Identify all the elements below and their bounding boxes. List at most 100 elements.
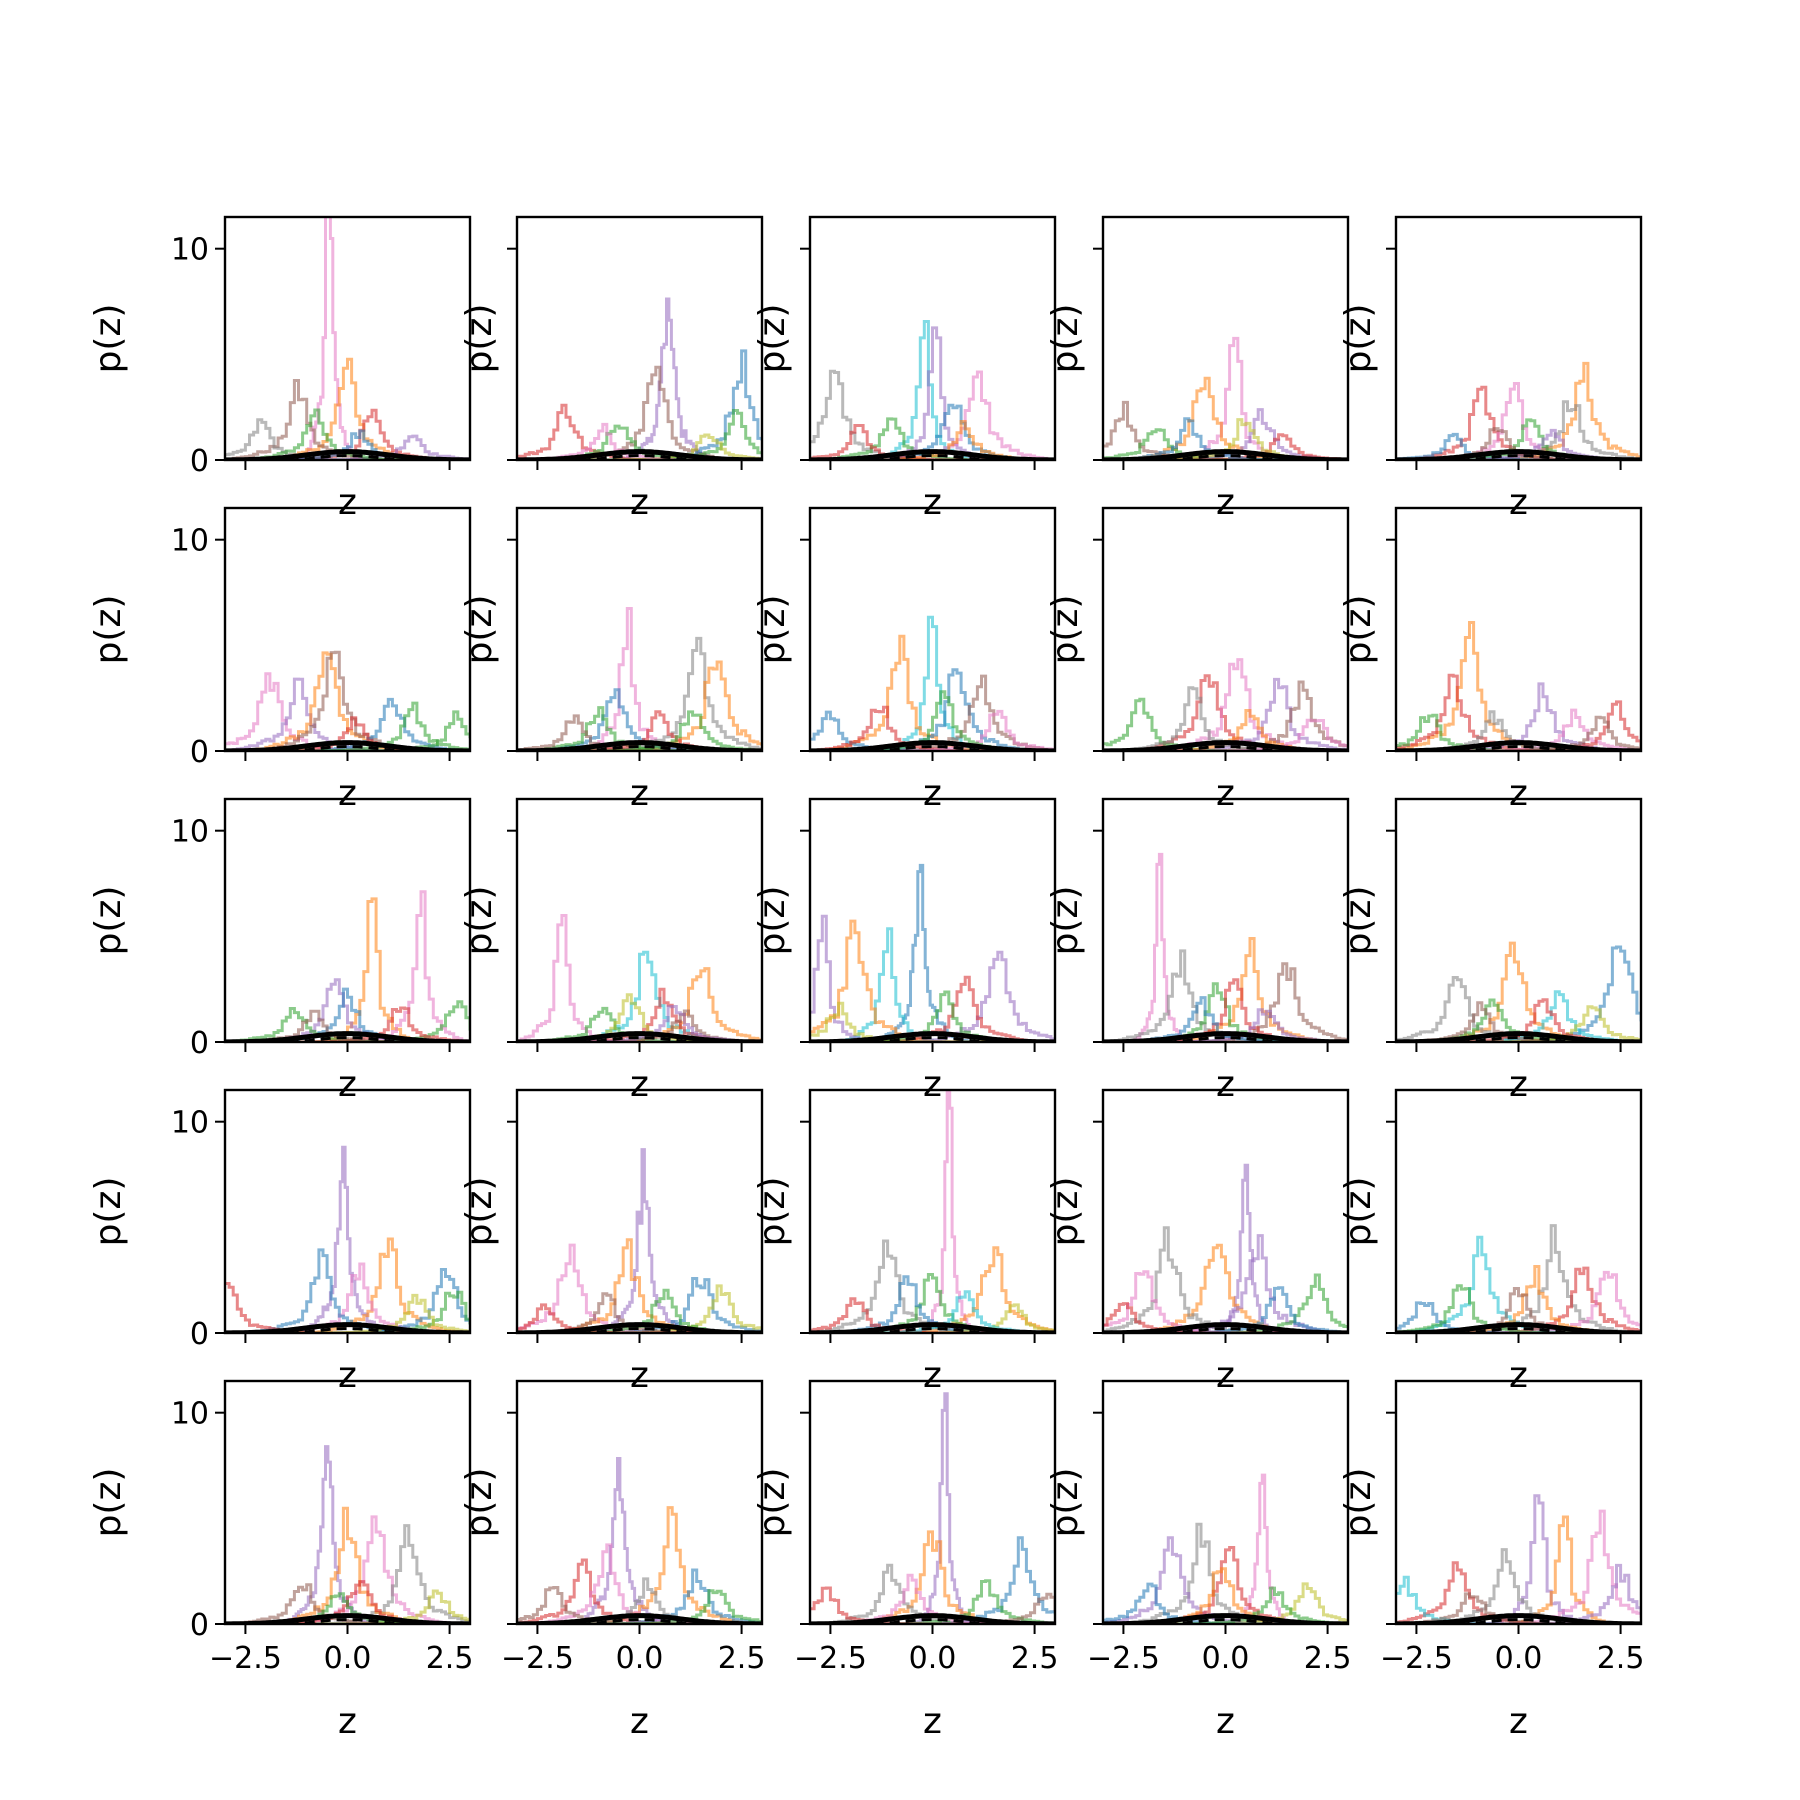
plot-area (225, 1445, 470, 1624)
histogram-trace (1103, 677, 1348, 751)
plot-area (225, 217, 470, 460)
histogram-trace (1103, 962, 1348, 1042)
x-tick-label: 0.0 (1202, 1641, 1250, 1676)
plot-area (1103, 1163, 1348, 1333)
x-axis-label: z (630, 1064, 649, 1105)
y-tick-label: 10 (171, 524, 209, 559)
subplot-r3-c5: z p(z) (1338, 797, 1643, 1105)
x-axis-label: z (630, 773, 649, 814)
x-axis-label: z (923, 1064, 942, 1105)
x-axis-label: z (338, 773, 357, 814)
axes-frame (808, 506, 1057, 753)
y-axis-label: p(z) (88, 595, 129, 665)
histogram-trace (1103, 658, 1348, 751)
plot-area (1103, 1473, 1348, 1624)
plot-area (517, 1457, 762, 1624)
plot-area (810, 1090, 1055, 1333)
histogram-trace (810, 1392, 1055, 1624)
y-axis-label: p(z) (459, 1468, 500, 1538)
x-axis-label: z (1216, 482, 1235, 523)
subplot-r4-c4: z p(z) (1045, 1088, 1350, 1396)
x-tick-label: 2.5 (1011, 1641, 1059, 1676)
y-axis-label: p(z) (88, 1177, 129, 1247)
x-tick-label: 0.0 (616, 1641, 664, 1676)
subplot-r1-c3: z p(z) (752, 215, 1057, 523)
histogram-trace (1396, 1509, 1641, 1624)
plot-area (810, 615, 1055, 751)
subplot-r3-c3: z p(z) (752, 797, 1057, 1105)
y-axis-label: p(z) (1338, 1177, 1379, 1247)
histogram-trace (1396, 1001, 1641, 1042)
axes-frame (223, 1379, 472, 1626)
plot-area (517, 297, 762, 460)
plot-area (225, 650, 470, 751)
y-axis-label: p(z) (752, 595, 793, 665)
y-tick-label: 10 (171, 1106, 209, 1141)
subplot-r5-c3: −2.5 0.0 2.5 z p(z) (752, 1379, 1059, 1742)
x-tick-label: −2.5 (1087, 1641, 1160, 1676)
y-axis-label: p(z) (752, 1177, 793, 1247)
histogram-trace (1396, 1224, 1641, 1333)
subplot-r3-c2: z p(z) (459, 797, 764, 1105)
x-axis-label: z (338, 1355, 357, 1396)
histogram-trace (517, 607, 762, 751)
histogram-trace (517, 1284, 762, 1333)
histogram-trace (810, 1090, 1055, 1333)
y-axis-label: p(z) (88, 886, 129, 956)
x-axis-label: z (923, 773, 942, 814)
subplot-r5-c5: −2.5 0.0 2.5 z p(z) (1338, 1379, 1644, 1742)
y-axis-label: p(z) (459, 1177, 500, 1247)
histogram-trace (517, 636, 762, 751)
x-axis-label: z (1216, 773, 1235, 814)
subplot-r1-c4: z p(z) (1045, 215, 1350, 523)
subplot-r3-c4: z p(z) (1045, 797, 1350, 1105)
subplot-r4-c1: 0 10 z p(z) (88, 1088, 472, 1396)
plot-area (810, 320, 1055, 460)
histogram-trace (810, 326, 1055, 460)
histogram-trace (517, 1543, 762, 1624)
x-tick-label: 0.0 (909, 1641, 957, 1676)
plot-area (517, 607, 762, 751)
plot-area (517, 914, 762, 1042)
x-axis-label: z (630, 1701, 649, 1742)
plot-area (1396, 621, 1641, 751)
y-tick-label: 10 (171, 1397, 209, 1432)
axes-frame (808, 1088, 1057, 1335)
subplot-r5-c2: −2.5 0.0 2.5 z p(z) (459, 1379, 765, 1742)
histogram-trace (1396, 1515, 1641, 1624)
subplot-r2-c5: z p(z) (1338, 506, 1643, 814)
histogram-trace (517, 1005, 762, 1042)
x-axis-label: z (1509, 773, 1528, 814)
subplot-r2-c4: z p(z) (1045, 506, 1350, 814)
x-axis-label: z (1509, 1701, 1528, 1742)
x-tick-label: −2.5 (209, 1641, 282, 1676)
plot-area (1396, 361, 1641, 460)
x-axis-label: z (1216, 1701, 1235, 1742)
y-axis-label: p(z) (88, 304, 129, 374)
x-axis-label: z (1216, 1355, 1235, 1396)
y-axis-label: p(z) (752, 886, 793, 956)
x-tick-label: 2.5 (426, 1641, 474, 1676)
x-tick-label: 0.0 (324, 1641, 372, 1676)
y-tick-label: 0 (190, 735, 209, 770)
subplot-r4-c3: z p(z) (752, 1088, 1057, 1396)
histogram-trace (225, 217, 470, 460)
x-axis-label: z (1509, 482, 1528, 523)
plot-area (1103, 852, 1348, 1042)
x-axis-label: z (338, 1701, 357, 1742)
y-tick-label: 0 (190, 1608, 209, 1643)
subplot-r2-c2: z p(z) (459, 506, 764, 814)
histogram-trace (1103, 718, 1348, 751)
x-axis-label: z (1509, 1355, 1528, 1396)
subplot-r2-c3: z p(z) (752, 506, 1057, 814)
y-axis-label: p(z) (1045, 304, 1086, 374)
histogram-trace (810, 914, 1055, 1042)
plot-area (225, 890, 470, 1042)
histogram-trace (810, 615, 1055, 751)
histogram-trace (1396, 621, 1641, 751)
histogram-trace (1103, 1273, 1348, 1333)
plot-area (810, 1392, 1055, 1624)
y-axis-label: p(z) (1045, 1177, 1086, 1247)
y-tick-label: 10 (171, 815, 209, 850)
y-tick-label: 0 (190, 1317, 209, 1352)
